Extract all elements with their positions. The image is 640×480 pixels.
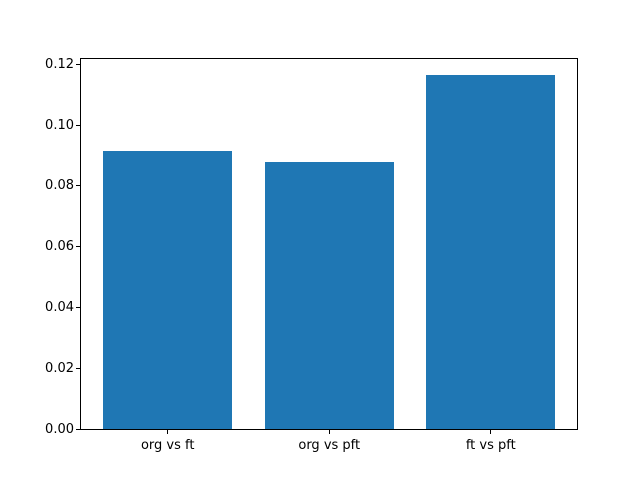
x-axis-tick <box>167 430 169 434</box>
y-tick-label: 0.12 <box>45 56 74 72</box>
y-axis-tick <box>76 124 80 126</box>
y-tick-label: 0.06 <box>45 239 74 255</box>
y-axis-tick <box>76 367 80 369</box>
y-tick-label: 0.00 <box>45 421 74 437</box>
y-tick-label: 0.08 <box>45 178 74 194</box>
y-tick-label: 0.10 <box>45 117 74 133</box>
y-axis-tick <box>76 306 80 308</box>
x-tick-label-org-vs-ft: org vs ft <box>140 438 195 453</box>
bar-org-vs-ft <box>103 151 233 429</box>
plot-area: 0.00 0.02 0.04 0.06 0.08 0.10 0.12 org vs ft org… <box>45 58 578 453</box>
y-axis-tick <box>76 63 80 65</box>
y-axis-tick <box>76 185 80 187</box>
x-axis-tick <box>328 430 330 434</box>
y-axis-tick <box>76 428 80 430</box>
y-axis-tick <box>76 246 80 248</box>
y-tick-label: 0.04 <box>45 299 74 315</box>
x-tick-label-ft-vs-pft: ft vs pft <box>465 438 516 453</box>
y-tick-label: 0.02 <box>45 360 74 376</box>
bar-ft-vs-pft <box>426 75 556 429</box>
x-axis-tick <box>490 430 492 434</box>
bar-org-vs-pft <box>264 161 394 429</box>
x-tick-label-org-vs-pft: org vs pft <box>298 438 361 453</box>
